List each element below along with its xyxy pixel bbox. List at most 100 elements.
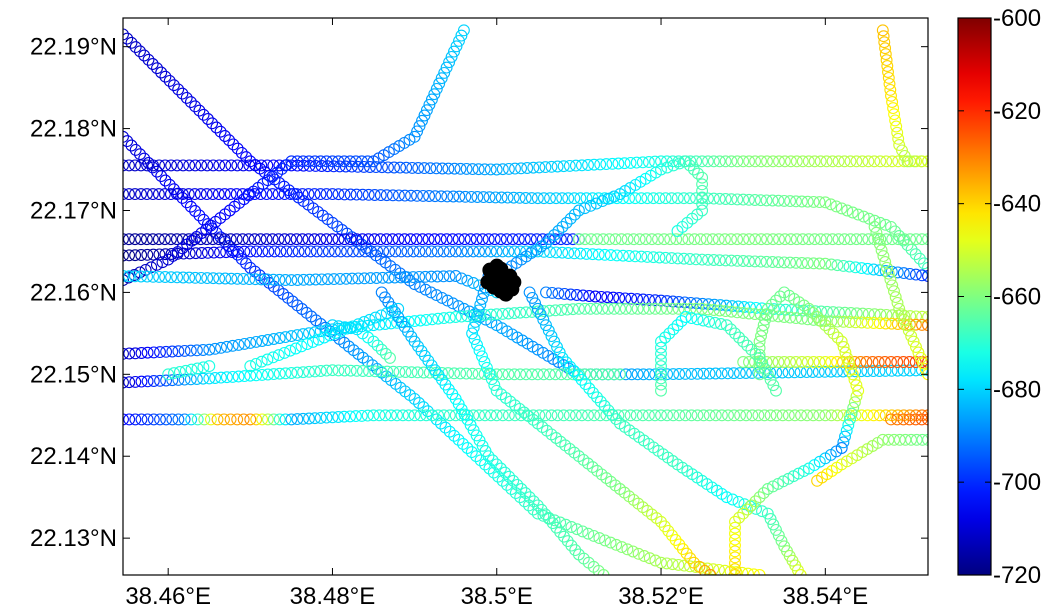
data-point xyxy=(408,315,421,328)
data-point xyxy=(352,272,365,285)
data-point xyxy=(159,70,172,83)
data-point xyxy=(731,233,744,246)
data-point xyxy=(831,409,844,422)
data-point xyxy=(578,302,591,315)
data-point xyxy=(614,483,626,495)
data-point xyxy=(703,367,716,380)
data-point xyxy=(502,162,515,175)
data-point xyxy=(256,368,269,381)
data-point xyxy=(436,367,448,379)
data-point xyxy=(867,263,880,276)
data-point xyxy=(861,262,874,275)
data-point xyxy=(636,409,649,422)
data-point xyxy=(248,233,261,246)
data-point xyxy=(141,248,154,261)
data-point xyxy=(260,233,273,246)
data-point xyxy=(841,204,854,217)
data-point xyxy=(298,245,311,258)
colorbar: -600 -620 -640 -660 -680 -700 -720 xyxy=(957,5,1041,589)
data-point xyxy=(165,248,178,260)
data-point xyxy=(886,309,899,322)
data-point xyxy=(849,261,862,274)
colorbar-tick-label: -660 xyxy=(993,284,1041,311)
data-point xyxy=(649,554,662,567)
data-point xyxy=(139,263,152,276)
data-point xyxy=(891,364,904,377)
data-point xyxy=(731,193,744,206)
data-point xyxy=(123,376,129,389)
data-point xyxy=(461,245,474,258)
data-point xyxy=(502,368,515,381)
data-point xyxy=(842,419,855,432)
data-point xyxy=(807,195,820,208)
data-point xyxy=(773,233,785,246)
data-point xyxy=(661,161,674,174)
data-point xyxy=(912,346,925,359)
data-point xyxy=(425,93,438,106)
data-point xyxy=(304,245,317,258)
data-point xyxy=(685,367,698,380)
data-point xyxy=(775,534,788,547)
data-point xyxy=(442,367,455,380)
data-point xyxy=(761,155,773,168)
data-point xyxy=(568,208,581,221)
data-point xyxy=(176,87,189,100)
data-point xyxy=(210,121,223,134)
data-point xyxy=(702,303,714,316)
data-point xyxy=(123,413,129,426)
data-point xyxy=(123,188,129,201)
data-point xyxy=(123,270,129,282)
data-point xyxy=(209,372,222,384)
data-point xyxy=(707,254,720,266)
data-point xyxy=(568,247,581,260)
data-point xyxy=(596,195,609,208)
data-point xyxy=(195,271,208,284)
data-point xyxy=(855,316,868,329)
data-point xyxy=(141,413,154,426)
data-point xyxy=(420,313,433,326)
data-point xyxy=(545,330,558,343)
data-point xyxy=(457,437,469,450)
data-point xyxy=(617,249,629,262)
data-point xyxy=(285,155,298,168)
data-point xyxy=(691,409,704,422)
data-point xyxy=(191,413,204,426)
data-point xyxy=(401,245,414,258)
data-point xyxy=(627,493,640,506)
data-point xyxy=(519,487,532,500)
data-point xyxy=(549,304,562,317)
data-point xyxy=(761,507,774,520)
data-point xyxy=(480,361,493,374)
data-point xyxy=(563,159,576,172)
data-point xyxy=(719,155,732,168)
data-point xyxy=(292,245,305,258)
data-point xyxy=(500,233,513,246)
data-point xyxy=(496,307,509,320)
data-point xyxy=(430,289,443,302)
data-point xyxy=(835,335,848,348)
colorbar-tick-label: -620 xyxy=(993,98,1041,125)
data-point xyxy=(549,368,562,381)
data-point xyxy=(778,356,791,368)
data-point xyxy=(588,409,601,422)
data-point xyxy=(478,356,491,368)
data-point xyxy=(419,245,432,258)
data-point xyxy=(250,357,262,370)
data-point xyxy=(135,249,148,261)
data-point xyxy=(890,120,903,133)
data-point xyxy=(886,155,899,168)
data-point xyxy=(455,29,468,42)
data-point xyxy=(184,96,197,109)
data-point xyxy=(407,245,420,258)
data-point xyxy=(326,188,339,201)
track xyxy=(123,188,928,274)
data-point xyxy=(308,155,321,168)
data-point xyxy=(550,246,563,259)
data-point xyxy=(432,312,445,325)
data-point xyxy=(707,192,720,205)
data-point xyxy=(577,453,590,466)
data-point xyxy=(297,155,310,168)
y-tick-label: 22.14°N xyxy=(30,443,117,470)
data-point xyxy=(825,409,838,422)
